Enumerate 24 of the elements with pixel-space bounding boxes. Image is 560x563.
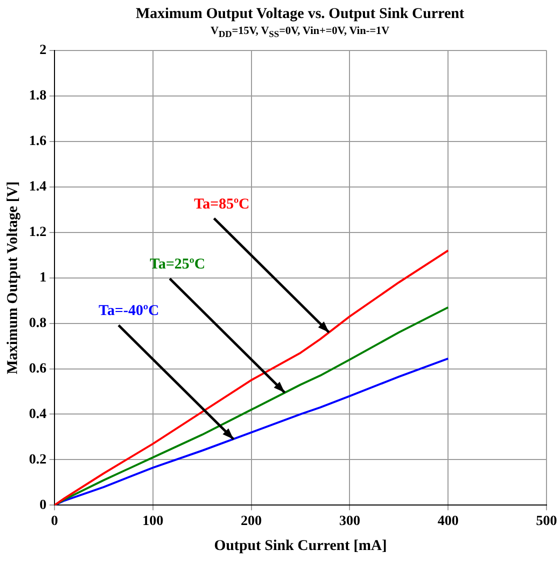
annotation: Ta=25ºC [150, 256, 206, 273]
y-tick-label: 0.6 [29, 362, 46, 377]
x-tick-label: 200 [240, 514, 262, 530]
y-tick-label: 0 [40, 498, 46, 513]
y-tick-label: 0.4 [29, 407, 46, 422]
x-axis-title: Output Sink Current [mA] [214, 538, 387, 554]
x-tick-label: 0 [51, 514, 58, 530]
annotation: Ta=-40ºC [98, 303, 160, 320]
x-tick-label: 100 [142, 514, 164, 530]
y-tick-label: 1.6 [29, 134, 46, 150]
x-tick-label: 400 [438, 514, 459, 530]
chart-subtitle: V$_{DD}$=15V, V$_{SS}$=0V, Vin+=0V, Vin-=1V [210, 25, 390, 40]
y-tick-label: 1 [40, 270, 46, 286]
y-tick-label: 1.4 [29, 180, 46, 195]
x-tick-label: 500 [536, 514, 557, 530]
x-tick-label: 300 [339, 514, 360, 530]
y-tick-label: 0.8 [29, 316, 46, 332]
y-tick-label: 0.2 [29, 452, 46, 468]
chart-title: Maximum Output Voltage vs. Output Sink Current [134, 6, 466, 23]
y-tick-label: 2 [40, 43, 46, 58]
y-tick-label: 1.2 [29, 225, 46, 240]
y-tick-label: 1.8 [29, 88, 46, 104]
y-axis-title: Maximum Output Voltage [V] [4, 182, 21, 374]
annotation: Ta=85ºC [194, 196, 250, 212]
